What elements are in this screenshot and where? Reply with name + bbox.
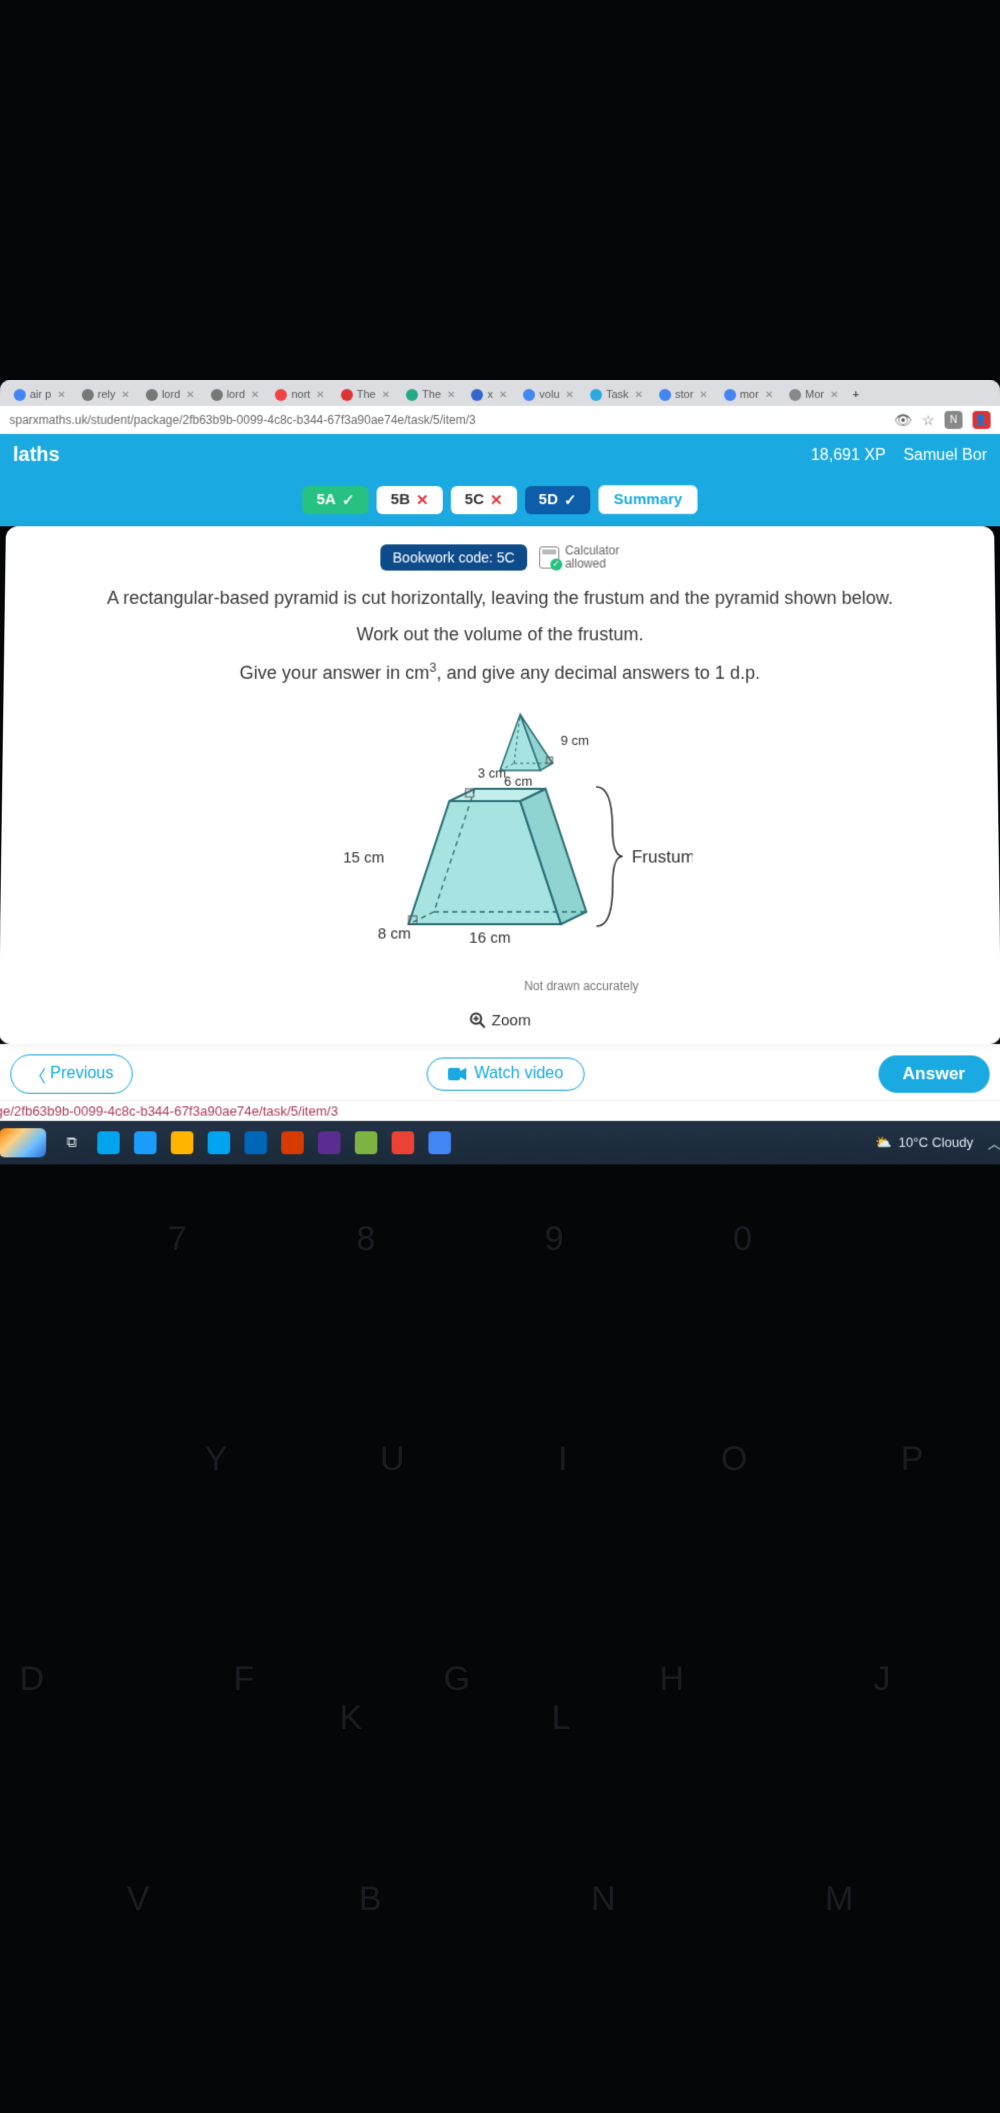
frustum-base-w-label: 16 cm (469, 929, 510, 947)
calc-line2: allowed (565, 557, 606, 571)
task-pill-5b[interactable]: 5B✕ (377, 486, 443, 514)
keyboard-row-vbn: V B N M (0, 1880, 1000, 1919)
taskbar-weather[interactable]: ⛅ 10°C Cloudy (876, 1134, 974, 1151)
question-card: Bookwork code: 5C ✓ Calculator allowed A… (0, 526, 1000, 1043)
answer-button[interactable]: Answer (878, 1055, 990, 1092)
bookwork-code: Bookwork code: 5C (381, 545, 527, 571)
taskbar-app-icon[interactable] (171, 1131, 194, 1154)
chevron-left-icon: 〈 (30, 1061, 47, 1086)
taskbar-app-icon[interactable] (97, 1131, 120, 1154)
app-header: laths 18,691 XP Samuel Bor (0, 434, 1000, 477)
task-pill-5c[interactable]: 5C✕ (451, 486, 517, 514)
browser-tab[interactable]: volu✕ (515, 386, 582, 404)
taskbar-chevron-icon[interactable]: ︿ (987, 1133, 1000, 1153)
windows-taskbar: ⧉ ⛅ 10°C Cloudy ︿ (0, 1121, 1000, 1165)
url-bar: sparxmaths.uk/student/package/2fb63b9b-0… (0, 406, 1000, 434)
frustum-base-d-label: 8 cm (378, 925, 411, 943)
summary-button[interactable]: Summary (599, 485, 698, 514)
xp-value: 18,691 XP (811, 446, 886, 463)
close-icon[interactable]: ✕ (316, 389, 324, 400)
taskbar-app-icon[interactable] (244, 1131, 267, 1154)
diagram: 9 cm 6 cm 3 cm (20, 704, 980, 970)
browser-tab[interactable]: mor✕ (716, 386, 782, 404)
app-title: laths (13, 444, 60, 467)
browser-tab[interactable]: stor✕ (651, 386, 716, 404)
weather-icon: ⛅ (876, 1134, 893, 1151)
close-icon[interactable]: ✕ (382, 389, 390, 400)
browser-tab[interactable]: lord✕ (202, 386, 267, 404)
taskbar-app-icon[interactable] (134, 1131, 157, 1154)
task-pill-5a[interactable]: 5A✓ (303, 486, 369, 514)
zoom-button[interactable]: Zoom (469, 1012, 530, 1030)
close-icon[interactable]: ✕ (57, 389, 66, 400)
question-p2a: Work out the volume of the frustum. (24, 622, 975, 648)
extension-icon[interactable]: N (944, 411, 962, 429)
task-view-icon[interactable]: ⧉ (60, 1131, 83, 1154)
zoom-label: Zoom (492, 1012, 531, 1030)
taskbar-app-icon[interactable] (281, 1131, 304, 1154)
user-name: Samuel Bor (903, 446, 987, 463)
close-icon[interactable]: ✕ (251, 389, 259, 400)
footer-row: 〈 Previous Watch video Answer (0, 1044, 1000, 1100)
browser-tab[interactable]: x✕ (463, 386, 515, 404)
browser-tab[interactable]: The✕ (398, 386, 463, 404)
close-icon[interactable]: ✕ (765, 389, 773, 400)
browser-chrome: air p✕rely✕lord✕lord✕nort✕The✕The✕x✕volu… (0, 380, 1000, 434)
close-icon[interactable]: ✕ (121, 389, 130, 400)
xp-user: 18,691 XP Samuel Bor (811, 446, 987, 464)
start-button[interactable] (0, 1128, 46, 1157)
not-accurate-note: Not drawn accurately (20, 978, 981, 992)
watch-label: Watch video (474, 1064, 563, 1083)
url-text[interactable]: sparxmaths.uk/student/package/2fb63b9b-0… (9, 413, 886, 427)
frustum-label: Frustum (632, 847, 693, 867)
question-p2b: Give your answer in cm3, and give any de… (24, 658, 976, 685)
profile-icon[interactable]: 👤 (972, 411, 990, 429)
previous-button[interactable]: 〈 Previous (10, 1054, 133, 1093)
calculator-allowed: ✓ Calculator allowed (539, 544, 620, 571)
question-text: A rectangular-based pyramid is cut horiz… (24, 585, 976, 686)
close-icon[interactable]: ✕ (830, 389, 839, 400)
answer-label: Answer (902, 1063, 965, 1083)
close-icon[interactable]: ✕ (566, 389, 574, 400)
task-pill-5d[interactable]: 5D✓ (525, 486, 591, 514)
taskbar-app-icon[interactable] (392, 1131, 415, 1154)
taskbar-app-icon[interactable] (208, 1131, 231, 1154)
close-icon[interactable]: ✕ (186, 389, 194, 400)
taskbar-app-icon[interactable] (318, 1131, 341, 1154)
keyboard-row-yui: Y U I O P (0, 1440, 1000, 1479)
close-icon[interactable]: ✕ (447, 389, 455, 400)
video-icon (448, 1066, 466, 1081)
status-bar-url: ge/2fb63b9b-0099-4c8c-b344-67f3a90ae74e/… (0, 1100, 1000, 1121)
question-p1: A rectangular-based pyramid is cut horiz… (25, 585, 975, 611)
browser-tab[interactable]: air p✕ (6, 386, 74, 404)
taskbar-app-icon[interactable] (355, 1131, 378, 1154)
browser-tab[interactable]: Mor✕ (781, 386, 847, 404)
calc-line1: Calculator (565, 543, 619, 557)
close-icon[interactable]: ✕ (699, 389, 707, 400)
keyboard-row-dfg: D F G H J K L (0, 1660, 1000, 1738)
browser-tab[interactable]: Task✕ (582, 386, 651, 404)
view-icon[interactable]: 👁 (894, 411, 912, 428)
calculator-icon: ✓ (539, 547, 559, 569)
frustum-height-label: 15 cm (343, 849, 384, 866)
taskbar-app-icon[interactable] (428, 1131, 451, 1154)
close-icon[interactable]: ✕ (499, 389, 507, 400)
close-icon[interactable]: ✕ (635, 389, 643, 400)
browser-tab[interactable]: rely✕ (73, 386, 137, 404)
previous-label: Previous (50, 1064, 114, 1083)
new-tab-button[interactable]: + (846, 387, 865, 403)
top-base-w-label: 6 cm (504, 773, 532, 788)
browser-tab[interactable]: nort✕ (267, 386, 332, 404)
star-icon[interactable]: ☆ (922, 411, 935, 428)
tab-strip: air p✕rely✕lord✕lord✕nort✕The✕The✕x✕volu… (0, 380, 1000, 406)
browser-tab[interactable]: The✕ (333, 386, 398, 404)
browser-tab[interactable]: lord✕ (138, 386, 203, 404)
keyboard-row-numbers: 7 8 9 0 (0, 1220, 1000, 1259)
weather-text: 10°C Cloudy (898, 1135, 973, 1151)
task-nav: 5A✓ 5B✕ 5C✕ 5D✓ Summary (0, 477, 1000, 526)
top-base-d-label: 3 cm (478, 765, 506, 780)
magnifier-icon (469, 1012, 485, 1029)
top-height-label: 9 cm (561, 732, 589, 747)
watch-video-button[interactable]: Watch video (426, 1057, 585, 1090)
